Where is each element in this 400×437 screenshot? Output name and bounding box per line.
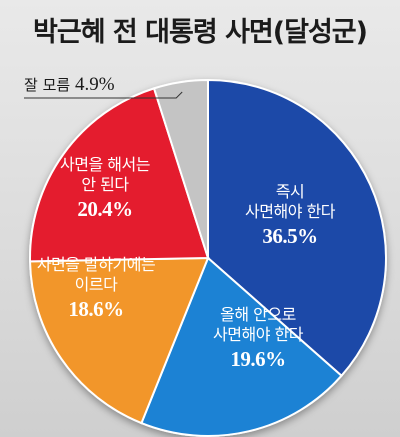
pie-slices <box>29 78 387 437</box>
slice-label-2: 사면을 말하기에는 이르다 18.6% <box>37 255 155 321</box>
chart-title: 박근혜 전 대통령 사면(달성군) <box>33 17 368 48</box>
pie-labels: 즉시 사면해야 한다 36.5% 올해 안으로 사면해야 한다 19.6% 사면을 말하기에… <box>24 74 336 371</box>
pie-slice-4 <box>152 78 209 259</box>
pie-slice-0 <box>207 78 387 378</box>
slice-label-3: 사면을 해서는 안 된다 20.4% <box>60 155 150 221</box>
pie-slice-3 <box>29 87 210 263</box>
slice-label-0: 즉시 사면해야 한다 36.5% <box>245 182 336 248</box>
callout-leader-line <box>24 91 183 99</box>
pie-slice-1 <box>140 256 343 437</box>
slice-label-1: 올해 안으로 사면해야 한다 19.6% <box>213 305 304 371</box>
slice-label-4: 잘 모름 4.9% <box>24 74 115 95</box>
pie-slice-2 <box>29 256 210 425</box>
